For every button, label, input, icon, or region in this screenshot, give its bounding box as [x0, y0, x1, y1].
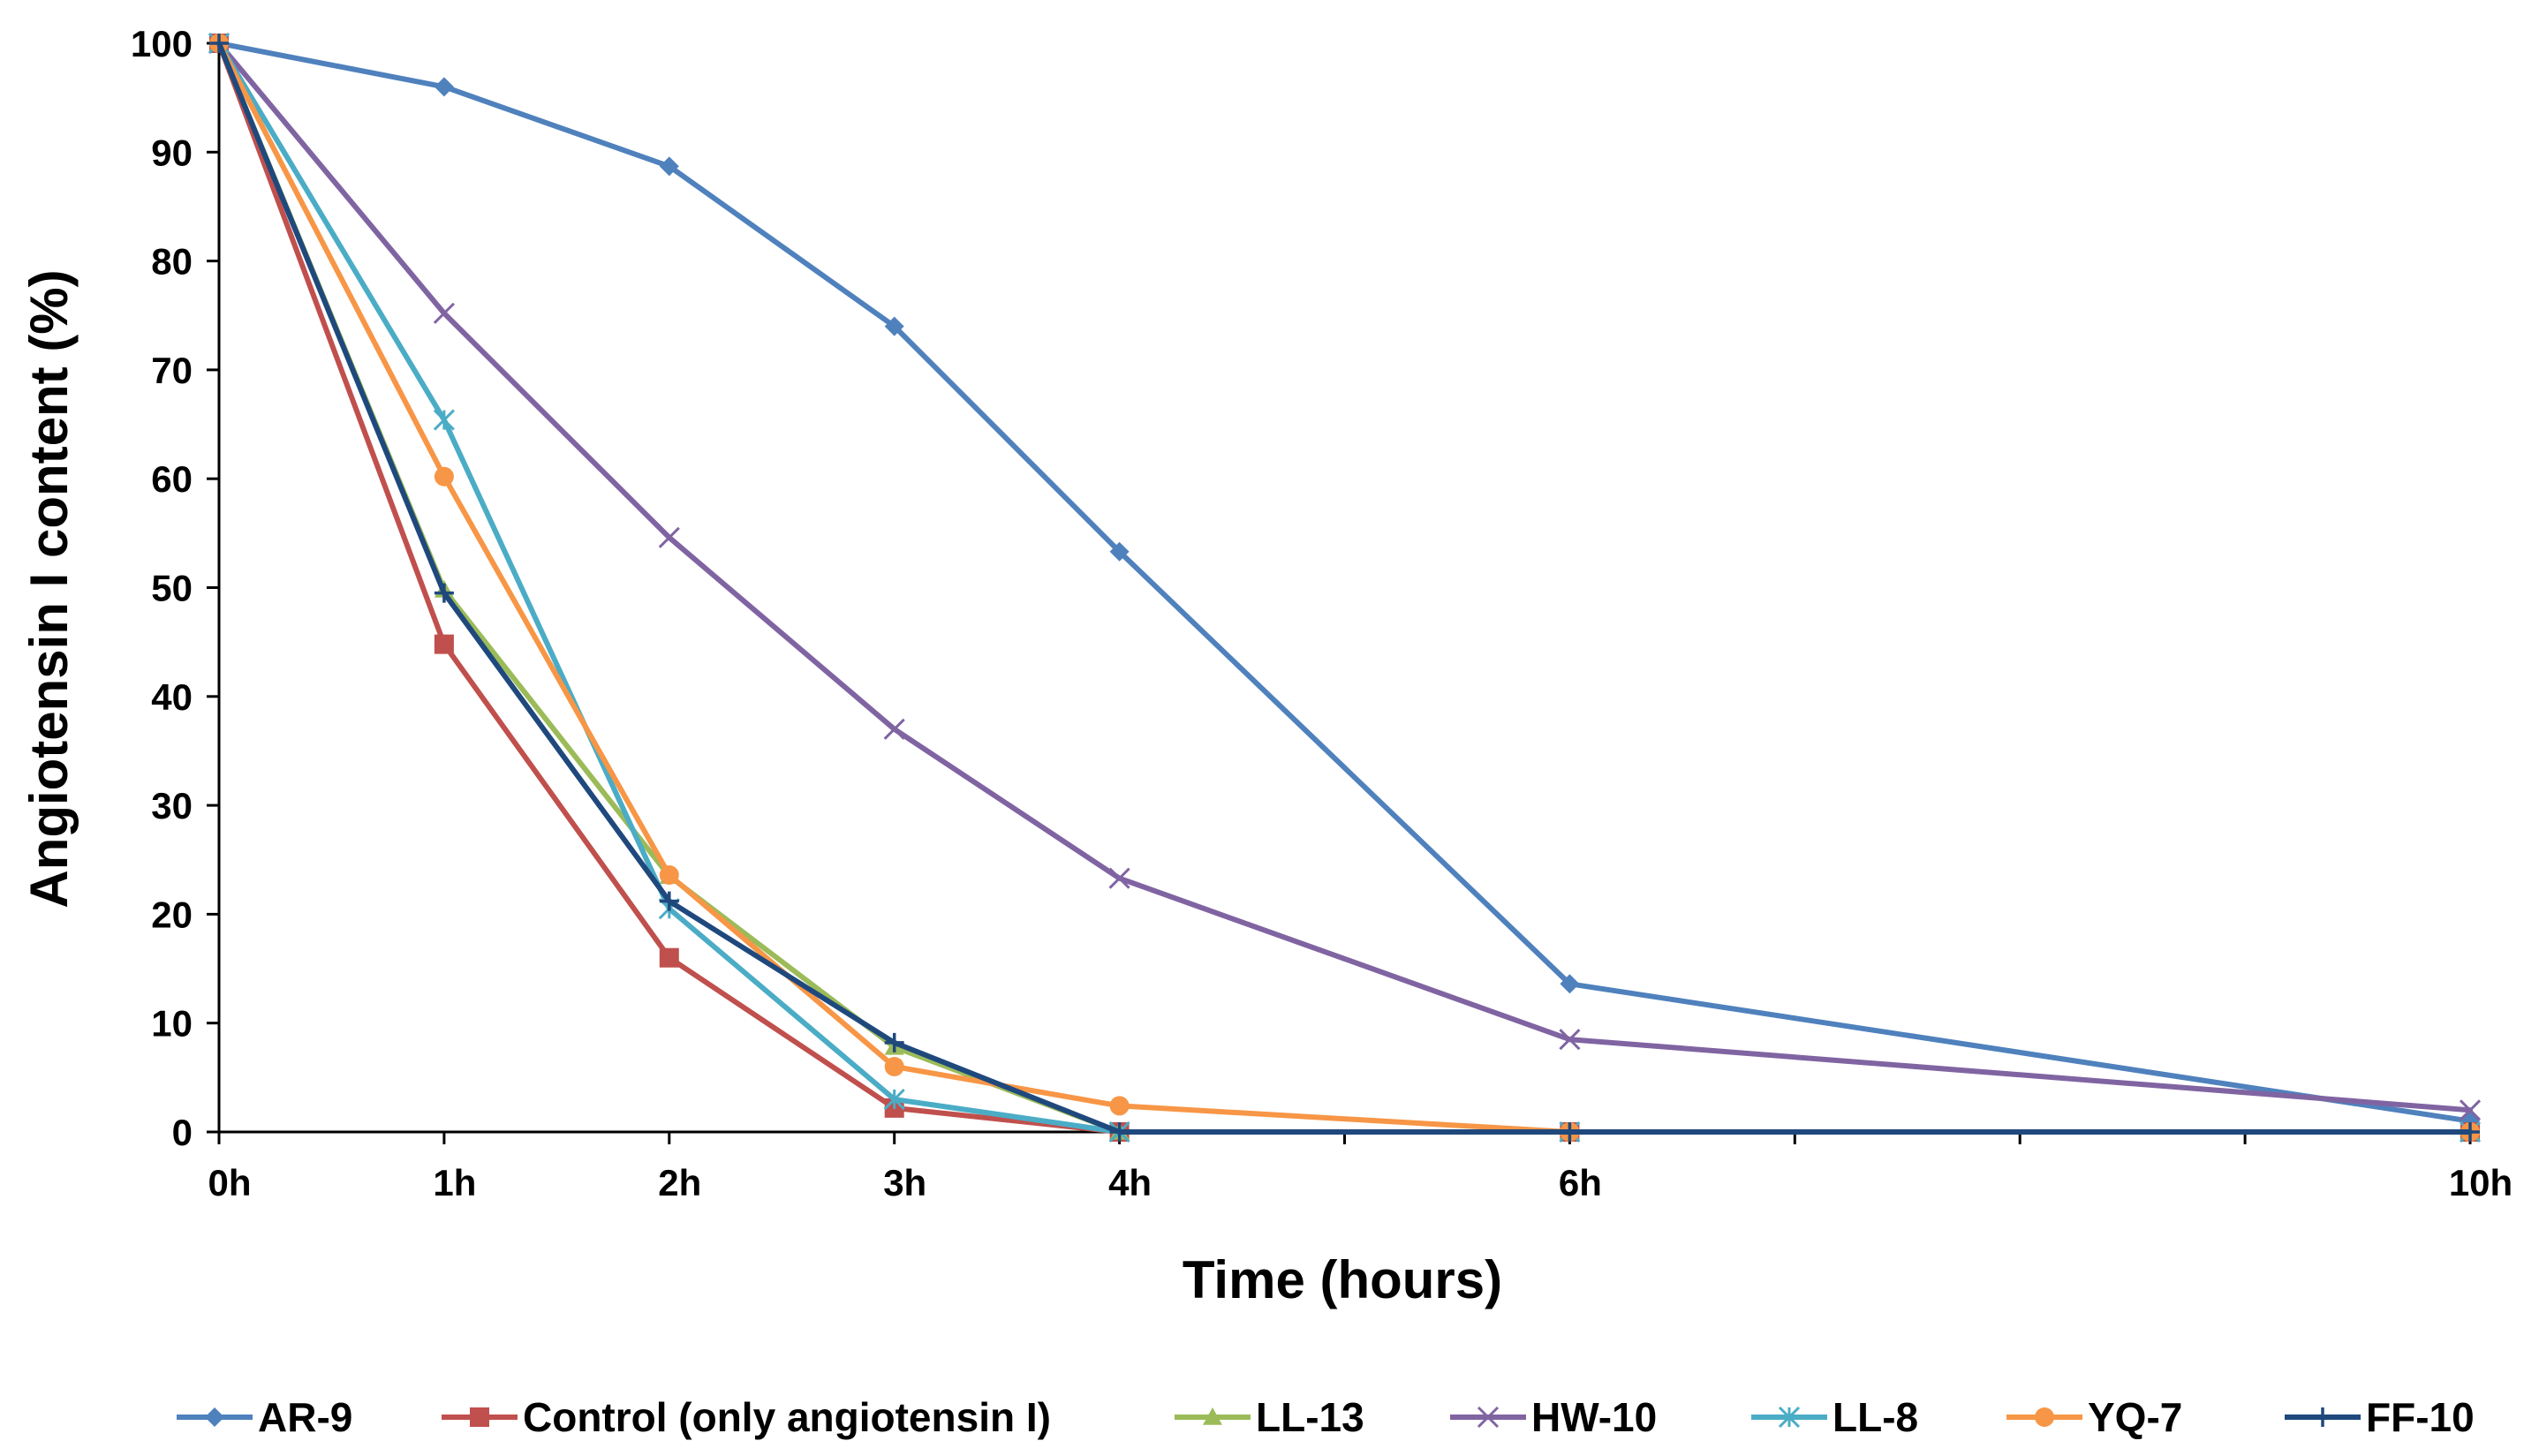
- legend-item-ll-8: LL-8: [1751, 1394, 1918, 1440]
- x-tick-label: 1h: [433, 1162, 476, 1203]
- series-line-yq-7: [216, 41, 2473, 1135]
- data-point-ff-10: [659, 891, 679, 911]
- legend-label: AR-9: [258, 1394, 352, 1440]
- data-point-ar-9: [1560, 974, 1580, 994]
- series-line-hw-10: [216, 41, 2473, 1113]
- series-line-ff-10: [216, 41, 2473, 1135]
- legend-label: LL-13: [1256, 1394, 1364, 1440]
- y-axis-title: Angiotensin I content (%): [19, 269, 79, 908]
- data-point-control-only-angiotensin-i: [434, 634, 454, 654]
- data-point-ar-9: [434, 77, 454, 97]
- y-tick-label: 30: [151, 785, 193, 826]
- data-point-yq-7: [1109, 1096, 1130, 1116]
- x-axis: 0h 1h 2h 3h 4h 6h 10h: [208, 1130, 2513, 1203]
- legend-marker: [2313, 1407, 2332, 1427]
- legend-label: YQ-7: [2088, 1394, 2182, 1440]
- series-line-control-only-angiotensin-i: [216, 41, 2473, 1135]
- data-point-hw-10: [1108, 867, 1130, 889]
- series-ar-9: [209, 34, 2480, 1131]
- series-line-ll-8: [216, 41, 2473, 1135]
- data-point-hw-10: [433, 302, 455, 324]
- y-tick-label: 40: [151, 676, 193, 718]
- data-point-yq-7: [659, 865, 679, 886]
- y-tick-label: 60: [151, 458, 193, 500]
- series-ff-10: [209, 34, 2480, 1142]
- legend-label: Control (only angiotensin I): [523, 1394, 1051, 1440]
- x-tick-label: 4h: [1108, 1162, 1152, 1203]
- data-point-ar-9: [1109, 541, 1130, 562]
- data-point-ll-8: [433, 409, 455, 431]
- series-ll-8: [208, 32, 2482, 1143]
- legend-marker: [1203, 1407, 1222, 1425]
- x-axis-title: Time (hours): [1183, 1250, 1502, 1309]
- data-point-ff-10: [1560, 1122, 1580, 1142]
- x-tick-label: 3h: [883, 1162, 926, 1203]
- data-point-ff-10: [209, 34, 229, 53]
- legend-item-ff-10: FF-10: [2285, 1394, 2475, 1440]
- data-point-ff-10: [2460, 1122, 2480, 1142]
- x-tick-label: 0h: [208, 1162, 251, 1203]
- legend-item-hw-10: HW-10: [1450, 1394, 1657, 1440]
- data-point-ll-8: [883, 1088, 905, 1111]
- legend-marker: [205, 1407, 224, 1427]
- legend-label: HW-10: [1531, 1394, 1657, 1440]
- data-point-hw-10: [1559, 1029, 1581, 1051]
- legend-item-ar-9: AR-9: [177, 1394, 352, 1440]
- y-tick-label: 10: [151, 1003, 193, 1045]
- legend-label: LL-8: [1833, 1394, 1918, 1440]
- legend-marker: [2035, 1407, 2054, 1427]
- data-point-ff-10: [884, 1032, 904, 1052]
- y-tick-label: 80: [151, 241, 193, 283]
- series-line-ll-13: [216, 41, 2473, 1135]
- data-point-ff-10: [1109, 1122, 1130, 1142]
- series-control-only-angiotensin-i: [209, 34, 2480, 1142]
- data-point-control-only-angiotensin-i: [659, 947, 679, 968]
- data-point-ar-9: [659, 156, 679, 177]
- data-point-hw-10: [2459, 1099, 2482, 1121]
- y-tick-label: 100: [131, 23, 193, 64]
- series-hw-10: [208, 32, 2482, 1121]
- legend-marker: [470, 1407, 489, 1427]
- y-tick-label: 50: [151, 568, 193, 609]
- data-point-ar-9: [884, 316, 904, 336]
- legend: AR-9 Control (only angiotensin I) LL-13 HW-…: [177, 1394, 2475, 1440]
- legend-label: FF-10: [2366, 1394, 2475, 1440]
- data-point-hw-10: [883, 718, 905, 740]
- data-point-yq-7: [884, 1057, 904, 1077]
- series-layer: [208, 32, 2482, 1143]
- data-point-yq-7: [434, 466, 454, 487]
- series-yq-7: [209, 34, 2480, 1142]
- legend-marker: [1778, 1406, 1801, 1429]
- data-point-ff-10: [434, 583, 454, 603]
- series-ll-13: [209, 34, 2480, 1140]
- x-tick-label: 10h: [2449, 1162, 2513, 1203]
- y-tick-label: 20: [151, 894, 193, 935]
- x-tick-label: 6h: [1559, 1162, 1602, 1203]
- y-tick-label: 0: [172, 1112, 193, 1153]
- legend-item-ll-13: LL-13: [1175, 1394, 1364, 1440]
- legend-marker: [1477, 1406, 1500, 1429]
- x-tick-label: 2h: [658, 1162, 701, 1203]
- data-point-hw-10: [658, 526, 680, 548]
- y-tick-label: 70: [151, 350, 193, 391]
- legend-item-control-only-angiotensin-i: Control (only angiotensin I): [442, 1394, 1051, 1440]
- y-axis: 0 10 20 30 40 50 60 70 80 90 100: [131, 23, 221, 1153]
- y-tick-label: 90: [151, 132, 193, 173]
- legend-item-yq-7: YQ-7: [2006, 1394, 2182, 1440]
